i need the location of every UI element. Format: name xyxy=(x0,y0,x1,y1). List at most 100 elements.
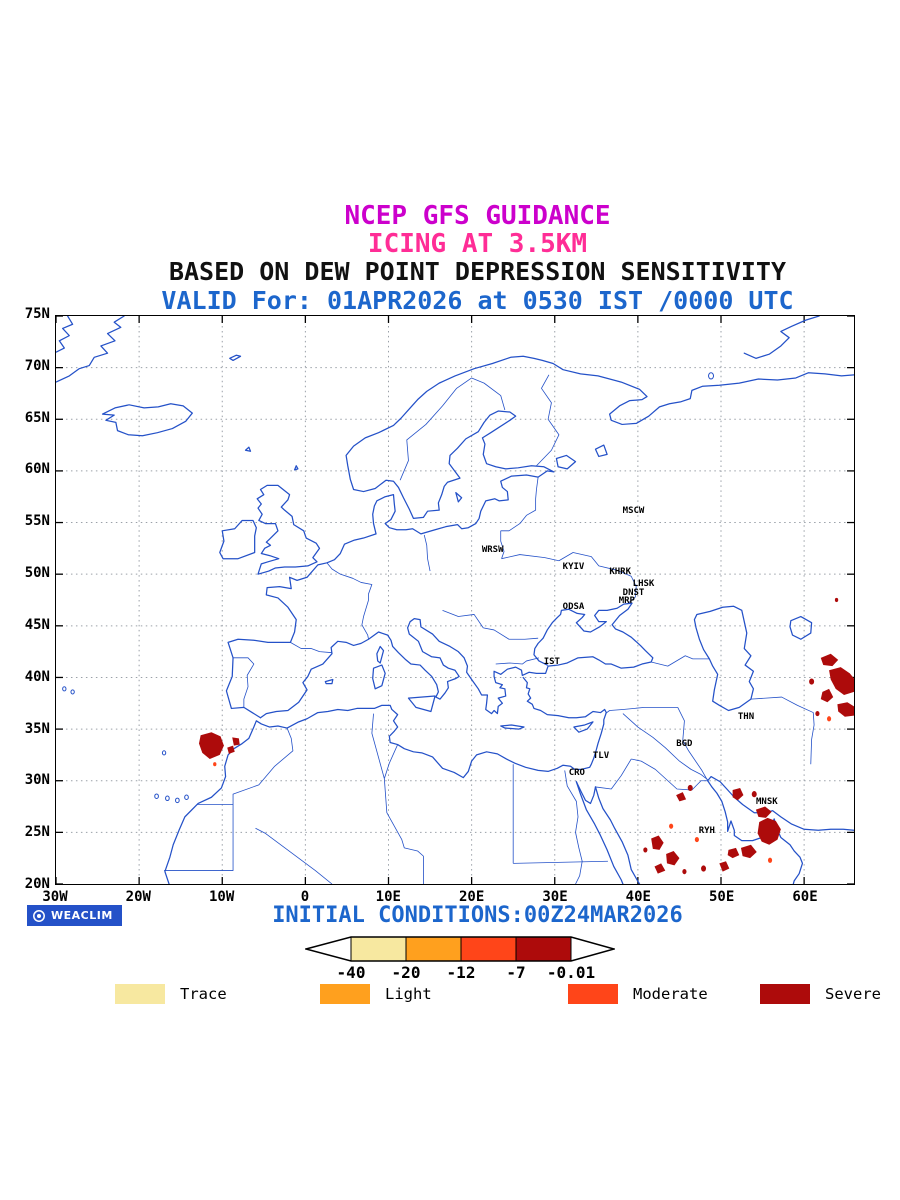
island-sardinia xyxy=(373,665,385,689)
y-axis-label: 70N xyxy=(24,357,50,374)
y-axis-label: 65N xyxy=(24,409,50,426)
y-axis-label: 75N xyxy=(24,306,50,322)
x-axis-label: 10E xyxy=(375,889,401,905)
y-axis-label: 50N xyxy=(24,565,50,582)
icing-severe-group xyxy=(198,597,854,875)
y-axis-label: 60N xyxy=(24,461,50,478)
legend-swatch xyxy=(568,984,618,1004)
island-cyprus xyxy=(574,722,593,732)
coastline-red-sea-west xyxy=(576,782,623,884)
legend-item: Severe xyxy=(760,984,881,1004)
coastline-greenland xyxy=(56,316,124,382)
y-axis-label: 45N xyxy=(24,616,50,633)
title-product: ICING AT 3.5KM xyxy=(367,229,588,259)
island-madeira xyxy=(162,751,165,755)
coastlines-group xyxy=(56,316,854,884)
city-label: KHRK xyxy=(609,566,631,577)
legend-item: Trace xyxy=(115,984,227,1004)
legend-label: Light xyxy=(385,985,432,1003)
colorbar-cell xyxy=(460,936,517,962)
city-label: THN xyxy=(737,712,755,723)
colorbar-value: -12 xyxy=(446,963,476,982)
city-label: BGD xyxy=(676,739,693,750)
coastline-shetland xyxy=(295,466,298,470)
island-azores xyxy=(63,687,66,691)
river-nile xyxy=(565,770,582,884)
city-label: TLV xyxy=(592,751,610,762)
x-axis-label: 50E xyxy=(709,889,735,905)
city-label: IST xyxy=(543,657,560,668)
legend-label: Moderate xyxy=(633,985,708,1003)
x-axis-label: 30W xyxy=(42,889,68,905)
island-sicily xyxy=(408,696,435,711)
coastline-mainland-north xyxy=(226,356,854,717)
y-axis-label: 25N xyxy=(24,824,50,841)
colorbar-outline xyxy=(303,936,617,962)
legend-swatch xyxy=(115,984,165,1004)
legend-label: Trace xyxy=(180,985,227,1003)
island-kolguyev xyxy=(709,373,714,379)
city-label: LHSK xyxy=(632,579,655,590)
coastline-iceland xyxy=(103,404,193,436)
colorbar-cell xyxy=(350,936,407,962)
coastline-mediterranean-black-sea xyxy=(260,603,652,718)
island-gotland xyxy=(456,493,462,502)
coastline-faroe xyxy=(246,447,251,451)
y-axis-label: 35N xyxy=(24,720,50,737)
colorbar-value: -20 xyxy=(391,963,421,982)
x-axis-label: 0 xyxy=(300,889,310,905)
coastline-sinai xyxy=(576,782,595,804)
legend-swatch xyxy=(760,984,810,1004)
legend-item: Light xyxy=(320,984,432,1004)
island-canary xyxy=(166,796,170,801)
legend-item: Moderate xyxy=(568,984,708,1004)
coastline-ireland xyxy=(220,520,257,558)
coastline-greenland-fjords xyxy=(56,316,73,352)
x-axis-label: 60E xyxy=(792,889,818,905)
island-canary xyxy=(176,798,180,803)
country-borders-group xyxy=(164,375,814,884)
coastline-caspian xyxy=(694,606,753,710)
title-valid-time: VALID For: 01APR2026 at 0530 IST /0000 U… xyxy=(161,286,794,315)
colorbar: -40 -20 -12 -7 -0.01 xyxy=(303,936,617,988)
colorbar-cells xyxy=(350,936,572,962)
x-axis-label: 10W xyxy=(209,889,235,905)
title-model: NCEP GFS GUIDANCE xyxy=(344,201,611,231)
x-axis-label: 40E xyxy=(625,889,651,905)
coastline-iran-south xyxy=(708,777,854,831)
weaclim-badge: WEACLIM xyxy=(27,905,122,926)
colorbar-value: -7 xyxy=(506,963,526,982)
city-label: MNSK xyxy=(755,797,778,808)
y-axis-label: 30N xyxy=(24,772,50,789)
colorbar-cell xyxy=(515,936,572,962)
city-label: MRP xyxy=(618,596,635,606)
city-label: CRO xyxy=(568,768,585,779)
island-mallorca xyxy=(325,680,332,684)
weaclim-logo-icon xyxy=(33,909,45,922)
x-axis-label: 20W xyxy=(125,889,151,905)
colorbar-value: -0.01 xyxy=(546,963,596,982)
colorbar-cell xyxy=(405,936,462,962)
city-label: DNST xyxy=(622,587,645,598)
city-label: MSCW xyxy=(622,505,645,516)
city-label: KYIV xyxy=(562,561,585,572)
x-axis-label: 20E xyxy=(459,889,485,905)
title-method: BASED ON DEW POINT DEPRESSION SENSITIVIT… xyxy=(168,257,787,286)
y-axis-label: 55N xyxy=(24,513,50,530)
coastline-aral xyxy=(790,617,812,640)
island-canary xyxy=(185,795,189,800)
y-axis-label: 40N xyxy=(24,668,50,685)
initial-conditions-text: INITIAL CONDITIONS:00Z24MAR2026 xyxy=(272,903,683,928)
coastline-jan-mayen xyxy=(230,355,241,360)
map-geography xyxy=(56,316,854,884)
legend: Trace Light Moderate Severe xyxy=(0,984,900,1006)
colorbar-value: -40 xyxy=(336,963,366,982)
coastline-novaya-zemlya xyxy=(744,316,819,358)
coastline-britain xyxy=(257,485,319,574)
coastline-aegean-levant-africa xyxy=(165,677,606,884)
colorbar-values: -40 -20 -12 -7 -0.01 xyxy=(305,963,615,983)
city-label: WRSW xyxy=(481,545,504,556)
city-label: ODSA xyxy=(562,602,585,613)
island-canary xyxy=(155,794,159,799)
